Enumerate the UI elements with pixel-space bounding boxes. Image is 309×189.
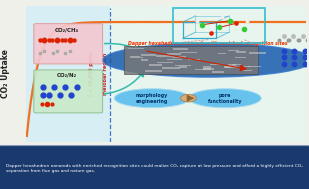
Text: CO₂ Uptake: CO₂ Uptake [1,49,10,98]
FancyBboxPatch shape [172,56,186,57]
Bar [26,3,110,142]
Bar [124,46,258,74]
FancyBboxPatch shape [179,66,187,68]
Text: Dapper hexahedron nanorods with enriched recognition sites: Dapper hexahedron nanorods with enriched… [128,41,288,46]
FancyBboxPatch shape [141,59,148,61]
FancyBboxPatch shape [248,66,260,67]
Text: CO₂/CH₄: CO₂/CH₄ [55,28,79,33]
FancyBboxPatch shape [212,71,224,73]
FancyBboxPatch shape [156,55,172,57]
Text: pore
functionality: pore functionality [208,93,242,104]
FancyBboxPatch shape [203,67,210,69]
FancyBboxPatch shape [173,48,188,50]
FancyBboxPatch shape [218,53,226,54]
FancyBboxPatch shape [167,53,181,55]
FancyBboxPatch shape [195,69,210,70]
Ellipse shape [188,89,261,108]
FancyBboxPatch shape [210,64,223,65]
FancyBboxPatch shape [188,59,200,60]
Text: CO₂/N₂: CO₂/N₂ [57,73,77,77]
FancyBboxPatch shape [226,66,238,68]
FancyBboxPatch shape [149,64,162,66]
FancyBboxPatch shape [232,64,241,65]
Text: Pressure: Pressure [149,153,194,162]
FancyBboxPatch shape [157,62,173,63]
FancyBboxPatch shape [146,70,162,72]
Circle shape [181,94,196,102]
FancyBboxPatch shape [34,70,103,113]
Ellipse shape [114,89,190,108]
FancyBboxPatch shape [163,67,180,69]
FancyBboxPatch shape [128,48,145,49]
FancyBboxPatch shape [249,52,266,54]
Text: morphology
engineering: morphology engineering [136,93,168,104]
FancyBboxPatch shape [224,66,231,68]
FancyBboxPatch shape [228,50,239,51]
Text: meiobar region: meiobar region [103,53,108,95]
FancyBboxPatch shape [203,68,214,70]
FancyBboxPatch shape [129,56,140,57]
FancyBboxPatch shape [243,70,252,71]
FancyBboxPatch shape [34,24,103,64]
FancyBboxPatch shape [180,52,197,53]
FancyBboxPatch shape [241,66,250,67]
FancyBboxPatch shape [130,57,143,58]
FancyBboxPatch shape [235,57,246,58]
Text: ( < 10,000 ppm): ( < 10,000 ppm) [90,51,95,96]
Text: Dapper hexahedron nanorods with enriched recognition sites could realize CO₂ cap: Dapper hexahedron nanorods with enriched… [6,164,303,173]
FancyBboxPatch shape [175,65,191,66]
FancyBboxPatch shape [236,51,245,53]
FancyBboxPatch shape [228,64,236,66]
Ellipse shape [103,43,309,77]
FancyBboxPatch shape [141,54,156,56]
FancyBboxPatch shape [167,59,181,60]
